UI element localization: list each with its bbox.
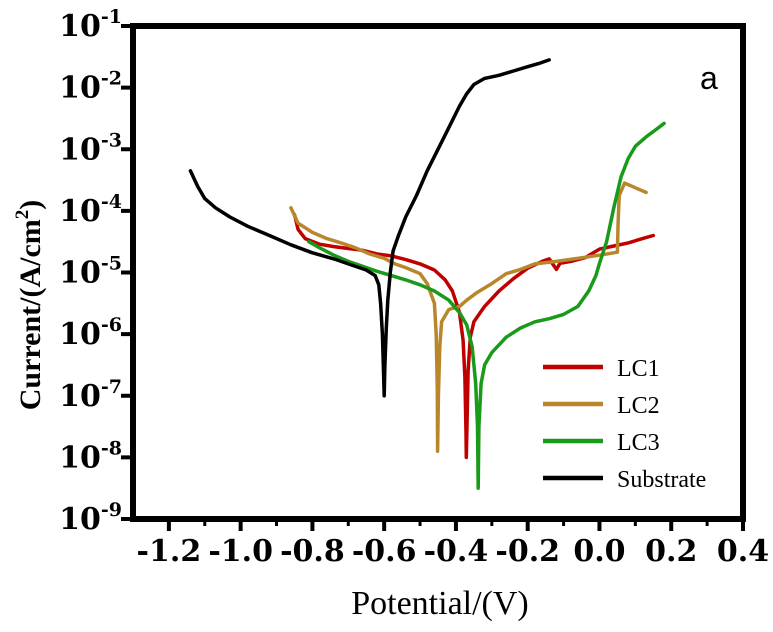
y-tick-label: 10-3 — [59, 129, 122, 167]
y-tick-label: 10-6 — [59, 314, 122, 352]
y-tick-labels: 10-9 10-8 10-7 10-6 10-5 10-4 10-3 10-2 10-1 — [59, 6, 122, 537]
x-tick-label: -1.2 — [137, 534, 202, 569]
legend: LC1 LC2 LC3 Substrate — [543, 356, 706, 493]
x-tick-label: 0.0 — [573, 534, 625, 569]
series-layer — [188, 58, 666, 490]
y-tick-label: 10-2 — [59, 68, 122, 106]
series-line-lc3 — [307, 121, 666, 490]
y-tick-label: 10-9 — [59, 499, 122, 537]
x-tick-label: -1.0 — [208, 534, 273, 569]
x-tick-label: -0.2 — [495, 534, 560, 569]
x-tick-label: -0.8 — [280, 534, 345, 569]
y-tick-label: 10-1 — [59, 6, 122, 44]
y-tick-label: 10-8 — [59, 437, 122, 475]
x-tick-label: 0.2 — [645, 534, 697, 569]
legend-label-lc3: LC3 — [617, 430, 660, 456]
series-line-lc2 — [289, 181, 648, 453]
y-tick-label: 10-7 — [59, 376, 122, 414]
y-tick-label: 10-4 — [59, 191, 122, 229]
plot-frame — [130, 23, 746, 522]
y-axis-title-sup: 2 — [12, 210, 33, 220]
y-axis-title: Current/(A/cm2) — [12, 200, 47, 411]
y-axis-title-close: ) — [14, 200, 47, 210]
series-line-substrate — [188, 58, 551, 398]
y-tick-label: 10-5 — [59, 253, 122, 291]
legend-label-lc2: LC2 — [617, 393, 660, 419]
x-tick-labels: -1.2 -1.0 -0.8 -0.6 -0.4 -0.2 0.0 0.2 0.4 — [137, 534, 770, 569]
legend-label-lc1: LC1 — [617, 356, 660, 382]
y-axis-title-main: Current/(A/cm — [14, 219, 47, 410]
panel-label: a — [700, 60, 718, 96]
x-tick-label: -0.6 — [352, 534, 417, 569]
x-axis-title: Potential/(V) — [351, 585, 529, 622]
x-tick-label: -0.4 — [424, 534, 489, 569]
x-tick-label: 0.4 — [717, 534, 769, 569]
legend-label-substrate: Substrate — [617, 467, 706, 493]
series-line-lc1 — [292, 212, 656, 460]
